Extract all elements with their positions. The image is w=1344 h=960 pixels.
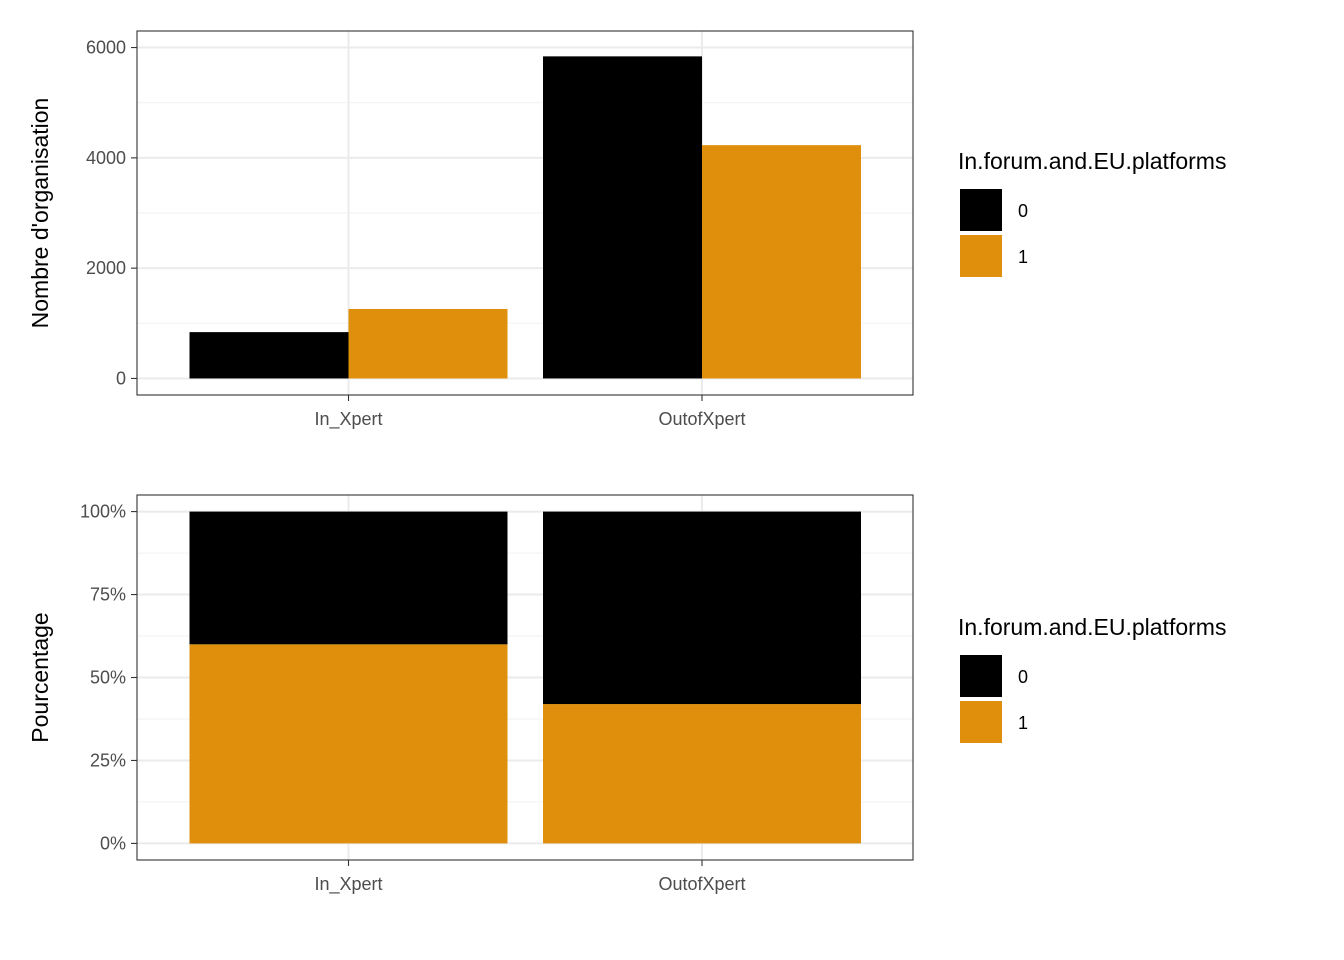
percentage-legend-label-1: 1 (1018, 713, 1028, 733)
bar-OutofXpert-series-1 (702, 145, 861, 379)
bar-OutofXpert-series-0 (543, 56, 702, 379)
bar-OutofXpert-series-0 (543, 511, 861, 705)
count-legend-key-1 (960, 235, 1002, 277)
count-legend-label-1: 1 (1018, 247, 1028, 267)
percentage-legend-key-0 (960, 655, 1002, 697)
percentage-legend-label-0: 0 (1018, 667, 1028, 687)
percentage-y-tick-label: 0% (100, 833, 126, 853)
percentage-chart: 0% 25% 50% 75% 100% In_Xpert OutofXpert Pourc… (27, 494, 1226, 895)
count-y-axis-title: Nombre d'organisation (27, 98, 53, 329)
count-legend-label-0: 0 (1018, 201, 1028, 221)
count-y-tick-label: 6000 (86, 38, 126, 58)
count-panel-border (136, 30, 914, 396)
bar-In_Xpert-series-1 (189, 644, 508, 844)
count-x-tick-label: In_Xpert (314, 409, 382, 430)
percentage-y-axis: 0% 25% 50% 75% 100% (80, 502, 137, 853)
bar-OutofXpert-series-1 (543, 704, 861, 844)
bar-In_Xpert-series-0 (189, 332, 349, 379)
percentage-y-axis-title: Pourcentage (27, 612, 53, 742)
count-y-axis: 0 2000 4000 6000 (86, 38, 137, 388)
percentage-y-tick-label: 100% (80, 502, 126, 522)
percentage-legend-key-1 (960, 701, 1002, 743)
count-y-tick-label: 4000 (86, 148, 126, 168)
percentage-y-tick-label: 25% (90, 750, 126, 770)
count-legend: In.forum.and.EU.platforms 0 1 (958, 148, 1226, 277)
percentage-legend-title: In.forum.and.EU.platforms (958, 614, 1226, 640)
count-chart: 0 2000 4000 6000 In_Xpert OutofXpert Nombre … (27, 30, 1226, 430)
percentage-y-tick-label: 75% (90, 585, 126, 605)
count-x-axis: In_Xpert OutofXpert (314, 395, 746, 430)
count-legend-title: In.forum.and.EU.platforms (958, 148, 1226, 174)
percentage-legend: In.forum.and.EU.platforms 0 1 (958, 614, 1226, 743)
count-bars (189, 56, 861, 379)
count-legend-key-0 (960, 189, 1002, 231)
bar-In_Xpert-series-1 (348, 308, 508, 379)
count-y-tick-label: 0 (116, 368, 126, 388)
count-x-tick-label: OutofXpert (658, 409, 745, 429)
percentage-x-tick-label: In_Xpert (314, 874, 382, 895)
percentage-bars (189, 511, 861, 844)
count-gridlines (137, 31, 913, 395)
bar-In_Xpert-series-0 (189, 511, 508, 645)
percentage-x-tick-label: OutofXpert (658, 874, 745, 894)
percentage-x-axis: In_Xpert OutofXpert (314, 860, 746, 895)
count-y-tick-label: 2000 (86, 258, 126, 278)
percentage-y-tick-label: 50% (90, 668, 126, 688)
